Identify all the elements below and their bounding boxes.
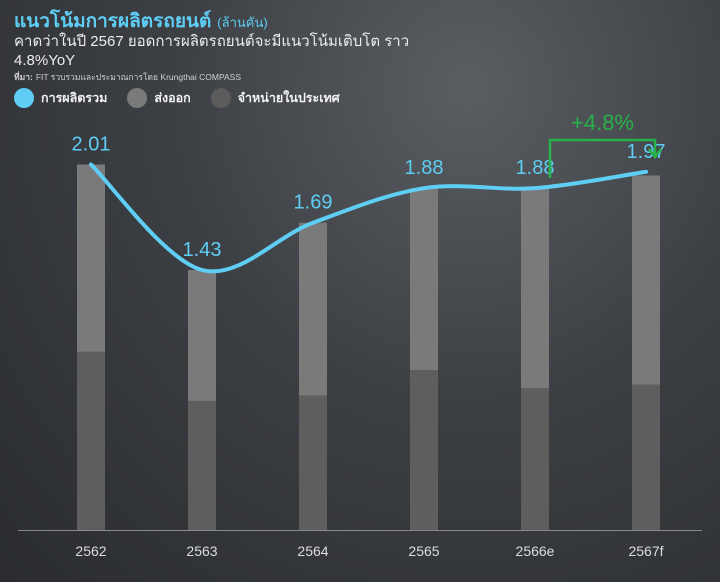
bar-domestic-2564 [299, 395, 327, 530]
legend-label-export: ส่งออก [154, 91, 191, 105]
subtitle: คาดว่าในปี 2567 ยอดการผลิตรถยนต์จะมีแนวโ… [14, 33, 410, 69]
source-label: ที่มา: [14, 72, 33, 82]
legend-label-domestic: จำหน่ายในประเทศ [237, 91, 340, 105]
legend: การผลิตรวม ส่งออก จำหน่ายในประเทศ [14, 88, 340, 108]
page-title: แนวโน้มการผลิตรถยนต์ (ล้านคัน) [14, 6, 268, 36]
growth-arrow-head [648, 148, 662, 160]
data-label-2566e: 1.88 [516, 157, 555, 179]
legend-item-total: การผลิตรวม [14, 88, 107, 108]
bar-export-2564 [299, 222, 327, 396]
source-text: FIT รวบรวมและประมาณการโดย Krungthai COMP… [35, 72, 242, 82]
bar-domestic-2563 [188, 400, 216, 530]
legend-swatch-export [127, 88, 148, 108]
x-tick-label-2564: 2564 [297, 543, 328, 559]
bar-export-2565 [410, 188, 438, 370]
data-label-2563: 1.43 [183, 239, 222, 261]
data-label-2562: 2.01 [72, 134, 111, 156]
bar-domestic-2567f [632, 384, 660, 530]
x-tick-label-2563: 2563 [186, 543, 217, 559]
legend-swatch-total [14, 88, 34, 108]
source-note: ที่มา: FIT รวบรวมและประมาณการโดย Krungtha… [14, 70, 241, 84]
bar-export-2566e [521, 188, 549, 389]
bar-domestic-2565 [410, 370, 438, 530]
x-tick-label-2567f: 2567f [628, 543, 663, 559]
title-unit: (ล้านคัน) [217, 15, 268, 30]
bar-export-2562 [77, 164, 105, 352]
legend-label-total: การผลิตรวม [41, 91, 108, 105]
bar-export-2567f [632, 175, 660, 385]
line-series-total [89, 162, 648, 274]
bar-domestic-2566e [521, 388, 549, 530]
x-tick-label-2565: 2565 [408, 543, 439, 559]
legend-item-export: ส่งออก [127, 88, 191, 108]
legend-item-domestic: จำหน่ายในประเทศ [210, 88, 340, 108]
title-text: แนวโน้มการผลิตรถยนต์ [14, 11, 212, 32]
x-tick-label-2562: 2562 [75, 543, 106, 559]
data-label-2565: 1.88 [405, 157, 444, 179]
bar-export-2563 [188, 270, 216, 401]
legend-swatch-domestic [210, 88, 231, 108]
growth-bracket [548, 138, 657, 178]
bar-domestic-2562 [77, 351, 105, 530]
data-label-2564: 1.69 [294, 192, 333, 214]
growth-annotation-label: +4.8% [571, 110, 634, 135]
x-tick-label-2566e: 2566e [516, 543, 555, 559]
